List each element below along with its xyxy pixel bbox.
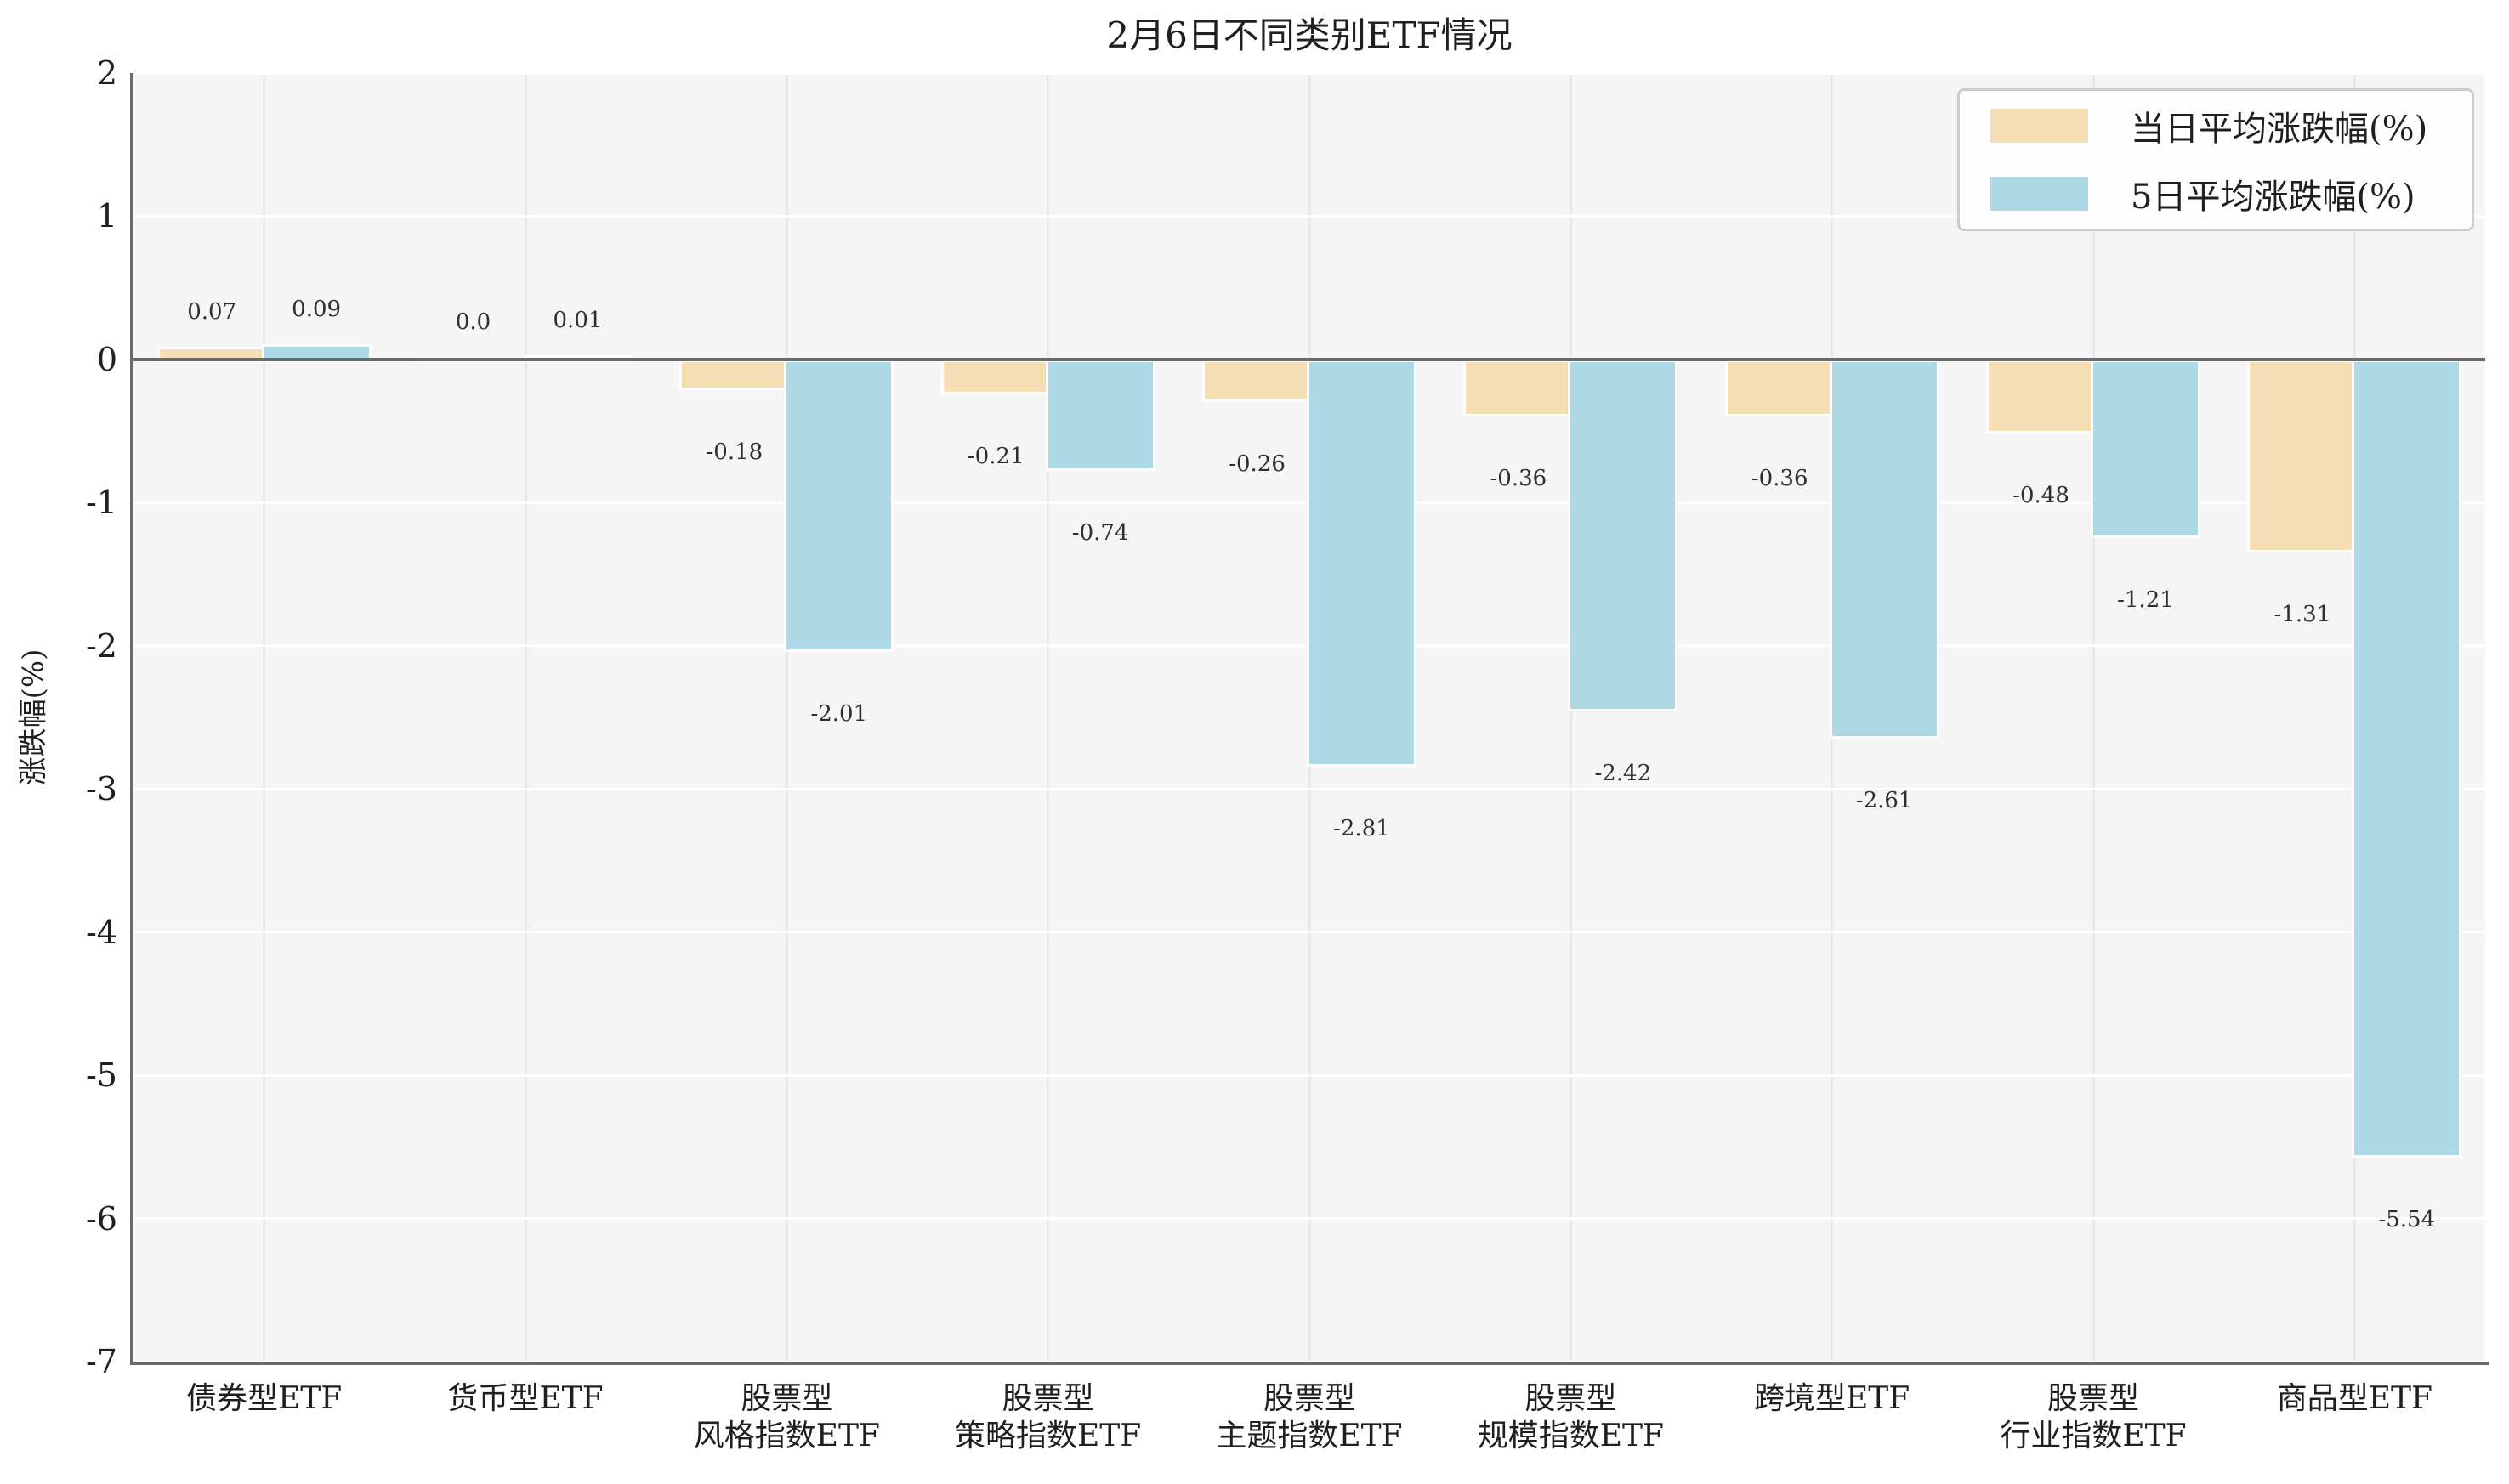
v-gridline <box>1569 73 1572 1362</box>
bar-day <box>1202 359 1312 402</box>
bar-5day <box>1829 359 1939 739</box>
x-tick-label: 货币型ETF <box>447 1381 604 1416</box>
bar-value-label: 0.0 <box>455 309 491 335</box>
bar-5day <box>1045 359 1155 471</box>
bar-value-label: -0.36 <box>1751 465 1808 491</box>
legend-swatch-5day <box>1989 175 2090 212</box>
y-axis-label: 涨跌幅(%) <box>16 649 51 786</box>
bar-value-label: -1.31 <box>2273 601 2331 627</box>
v-gridline <box>524 73 527 1362</box>
h-gridline <box>133 1073 2485 1077</box>
y-tick-label: -3 <box>85 770 117 808</box>
legend-swatch-day <box>1989 107 2090 144</box>
bar-value-label: -0.48 <box>2012 482 2069 508</box>
bar-5day <box>1307 359 1416 767</box>
bar-value-label: -5.54 <box>2378 1207 2436 1233</box>
bar-day <box>679 359 790 391</box>
v-gridline <box>1047 73 1050 1362</box>
y-tick-label: -2 <box>85 626 117 665</box>
legend-label: 5日平均涨跌幅(%) <box>2131 178 2415 217</box>
y-tick-label: -7 <box>85 1343 117 1380</box>
v-gridline <box>785 73 788 1362</box>
bar-value-label: -0.21 <box>967 444 1025 470</box>
chart-title: 2月6日不同类别ETF情况 <box>1106 14 1513 56</box>
legend-label: 当日平均涨跌幅(%) <box>2131 110 2428 149</box>
v-gridline <box>2092 73 2095 1362</box>
bar-value-label: -2.81 <box>1333 816 1390 842</box>
zero-line <box>133 357 2485 361</box>
x-tick-label: 股票型 风格指数ETF <box>693 1381 880 1453</box>
x-tick-label: 股票型 行业指数ETF <box>2000 1381 2187 1453</box>
x-tick-label: 股票型 策略指数ETF <box>955 1381 1142 1453</box>
h-gridline <box>133 931 2485 934</box>
bar-value-label: -0.26 <box>1229 450 1286 477</box>
bar-5day <box>1568 359 1678 711</box>
x-tick-label: 股票型 主题指数ETF <box>1216 1381 1403 1453</box>
v-gridline <box>263 73 266 1362</box>
bar-value-label: 0.09 <box>292 296 342 322</box>
y-tick-label: -5 <box>85 1056 117 1095</box>
bar-value-label: -2.61 <box>1855 787 1913 813</box>
y-tick-label: -6 <box>85 1199 117 1238</box>
y-tick-label: -4 <box>85 913 117 951</box>
bottom-spine <box>130 1362 2489 1365</box>
h-gridline <box>133 1217 2485 1221</box>
bar-value-label: -0.18 <box>706 439 763 466</box>
bar-value-label: -1.21 <box>2117 586 2174 613</box>
h-gridline <box>133 71 2485 75</box>
bar-day <box>940 359 1051 395</box>
y-tick-label: 2 <box>96 54 117 92</box>
bar-5day <box>2091 359 2200 538</box>
legend-item: 5日平均涨跌幅(%) <box>1989 169 2472 218</box>
left-spine <box>130 73 133 1365</box>
bar-value-label: -2.42 <box>1594 760 1652 786</box>
x-tick-label: 商品型ETF <box>2276 1381 2432 1416</box>
x-tick-label: 股票型 规模指数ETF <box>1477 1381 1664 1453</box>
y-tick-label: 1 <box>96 197 117 235</box>
y-tick-label: 0 <box>96 340 117 378</box>
x-tick-label: 跨境型ETF <box>1754 1381 1910 1416</box>
x-tick-label: 债券型ETF <box>186 1381 343 1416</box>
bar-value-label: -2.01 <box>810 701 868 728</box>
h-gridline <box>133 787 2485 790</box>
bar-value-label: -0.36 <box>1490 465 1547 491</box>
bar-5day <box>784 359 894 653</box>
legend: 当日平均涨跌幅(%) 5日平均涨跌幅(%) <box>1957 88 2474 231</box>
bar-value-label: 0.07 <box>187 299 237 326</box>
y-tick-label: -1 <box>85 484 117 522</box>
bar-day <box>1724 359 1835 416</box>
bar-day <box>1986 359 2096 433</box>
bar-value-label: 0.01 <box>553 308 603 334</box>
h-gridline <box>133 214 2485 218</box>
bar-day <box>2247 359 2358 552</box>
bar-day <box>1463 359 1574 416</box>
bar-5day <box>2352 359 2462 1158</box>
legend-item: 当日平均涨跌幅(%) <box>1989 101 2472 150</box>
bar-value-label: -0.74 <box>1071 519 1129 546</box>
